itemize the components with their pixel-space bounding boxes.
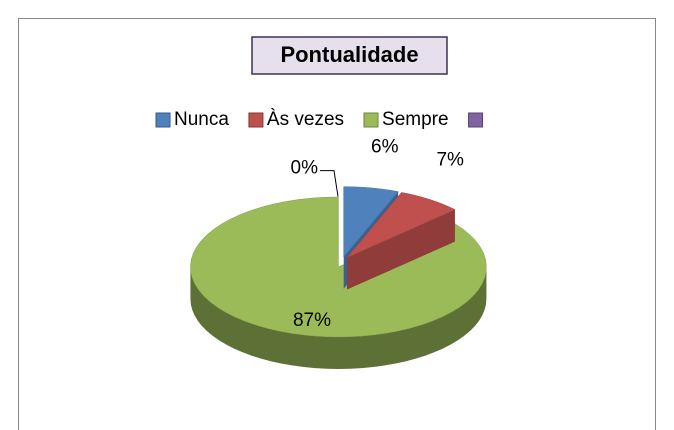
slice-side: [190, 266, 487, 369]
legend-label: Nunca: [174, 109, 229, 130]
data-label: 7%: [436, 150, 464, 171]
slice: [190, 196, 487, 338]
legend-swatch: [155, 112, 171, 128]
chart-title: Pontualidade: [280, 42, 418, 67]
data-label: 6%: [371, 137, 399, 158]
slice-wall: [347, 209, 455, 290]
legend-label: Sempre: [382, 109, 449, 130]
slice: [343, 186, 399, 258]
leader-line: [320, 170, 339, 197]
data-label: 0%: [291, 158, 319, 179]
title-box: [251, 36, 448, 75]
legend-swatch: [248, 112, 264, 128]
legend-label: Às vezes: [267, 109, 344, 130]
legend-swatch: [363, 112, 379, 128]
slice: [346, 192, 456, 258]
legend-swatch: [468, 112, 484, 128]
data-label: 87%: [293, 310, 331, 331]
